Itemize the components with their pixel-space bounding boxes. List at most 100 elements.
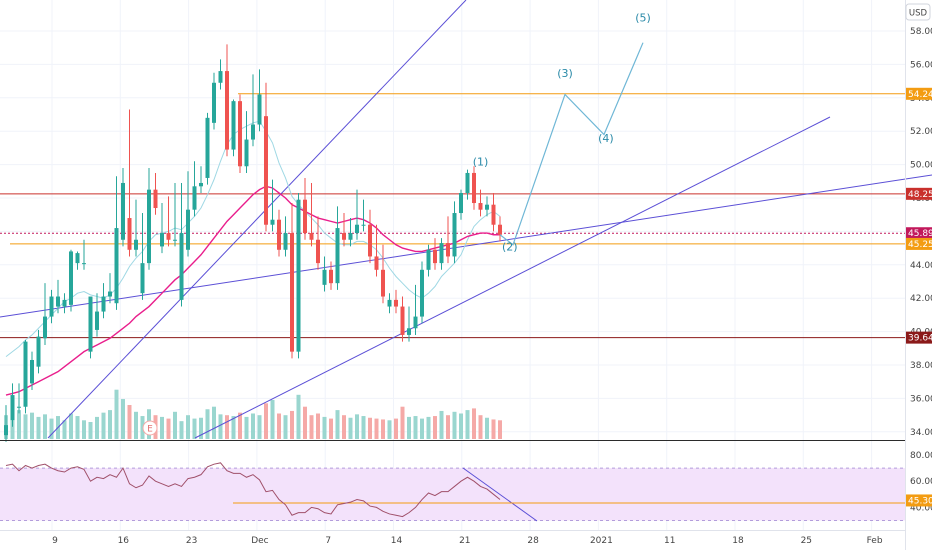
candle: [75, 251, 80, 270]
volume-bar: [491, 419, 496, 439]
volume-bar: [465, 410, 470, 439]
price-tick-label: 50.00: [910, 161, 932, 171]
price-tag-label: 45.25: [908, 240, 932, 250]
candle-body: [17, 406, 21, 408]
candle-body: [277, 219, 281, 250]
candle: [459, 189, 463, 220]
rsi-trendline: [462, 467, 538, 522]
wave-label: (1): [473, 155, 489, 168]
candle: [166, 196, 171, 247]
candle: [17, 383, 21, 414]
volume-bar: [322, 416, 327, 439]
candle: [212, 72, 216, 130]
candle: [108, 273, 112, 304]
candle: [88, 296, 93, 359]
volume-bar: [88, 422, 93, 439]
volume-bar: [140, 416, 145, 439]
volume-bar: [36, 416, 41, 439]
currency-label: USD: [909, 9, 928, 19]
trendline-rising-support: [194, 116, 831, 439]
candle: [36, 329, 41, 374]
rsi-tag: 45.30: [906, 494, 932, 507]
price-tag-label: 48.25: [908, 190, 932, 200]
volume-bar: [329, 418, 333, 439]
volume-bar: [381, 419, 385, 439]
candle-body: [316, 239, 320, 264]
price-tag: 45.25: [906, 237, 932, 250]
price-tag-label: 39.64: [908, 334, 932, 344]
price-tick-label: 42.00: [910, 294, 932, 304]
volume-bar: [75, 416, 80, 439]
volume-bar: [368, 417, 372, 439]
candle: [160, 203, 164, 254]
candle-body: [205, 117, 210, 178]
rsi-polyline: [5, 462, 501, 518]
volume-bar: [218, 414, 223, 439]
volume-bar: [478, 415, 483, 439]
candle-body: [251, 124, 255, 140]
candle: [56, 279, 60, 314]
candle-body: [212, 82, 216, 123]
volume-bar: [95, 416, 99, 439]
candle: [231, 99, 236, 157]
volume-bar: [290, 410, 294, 439]
volume-bar: [394, 418, 398, 439]
volume-bar: [303, 406, 307, 439]
candle-body: [231, 101, 236, 150]
candle: [192, 161, 197, 217]
candle-body: [82, 263, 86, 265]
wave-label: (4): [598, 132, 614, 145]
candle-body: [166, 233, 171, 240]
candle-body: [192, 186, 197, 210]
candle: [95, 293, 99, 337]
candle: [4, 405, 8, 442]
volume-bar: [257, 415, 262, 439]
candle-body: [238, 101, 242, 167]
time-tick-label: 21: [459, 536, 470, 546]
rsi-tick-label: 80.00: [910, 451, 932, 461]
candle: [134, 199, 138, 257]
candle-body: [264, 116, 268, 225]
time-tick-label: 11: [664, 536, 675, 546]
candle: [30, 351, 34, 391]
candle: [270, 179, 275, 232]
price-tag-bg: [906, 331, 932, 344]
candle: [439, 238, 444, 270]
candle: [114, 176, 119, 310]
candle: [225, 44, 229, 157]
time-tick-label: 25: [801, 536, 812, 546]
volume-bar: [251, 413, 255, 439]
moving-average-slow: [5, 185, 500, 396]
volume-bar: [244, 416, 249, 439]
candle-body: [290, 233, 294, 352]
candle: [244, 111, 249, 173]
elliott-wave-labels: (1) (2) (3) (4) (5): [473, 12, 651, 254]
volume-bar: [264, 403, 268, 439]
candle: [43, 283, 47, 345]
volume-bar: [420, 418, 424, 439]
candle-body: [114, 228, 119, 304]
svg-text:E: E: [147, 425, 153, 435]
time-tick-label: 23: [186, 536, 197, 546]
price-tick-label: 58.00: [910, 27, 932, 37]
trendline-steep: [47, 0, 467, 439]
candle-body: [426, 249, 431, 270]
candle: [173, 182, 177, 247]
currency-button[interactable]: USD: [905, 3, 931, 21]
rsi-tag-label: 45.30: [908, 496, 932, 506]
candle: [309, 182, 314, 247]
candle-body: [374, 256, 379, 270]
volume-bar: [49, 418, 54, 439]
candle-body: [30, 359, 34, 384]
candle-body: [420, 269, 424, 317]
time-tick-label: 28: [527, 536, 539, 546]
candle-body: [309, 233, 314, 240]
candle-body: [459, 192, 463, 214]
rsi-axis: 80.00 60.00 40.00: [910, 451, 932, 513]
candle-body: [88, 296, 93, 352]
candle-body: [173, 239, 177, 241]
earnings-marker[interactable]: E: [142, 420, 158, 436]
candle: [368, 209, 372, 264]
volume-bar: [407, 416, 411, 439]
